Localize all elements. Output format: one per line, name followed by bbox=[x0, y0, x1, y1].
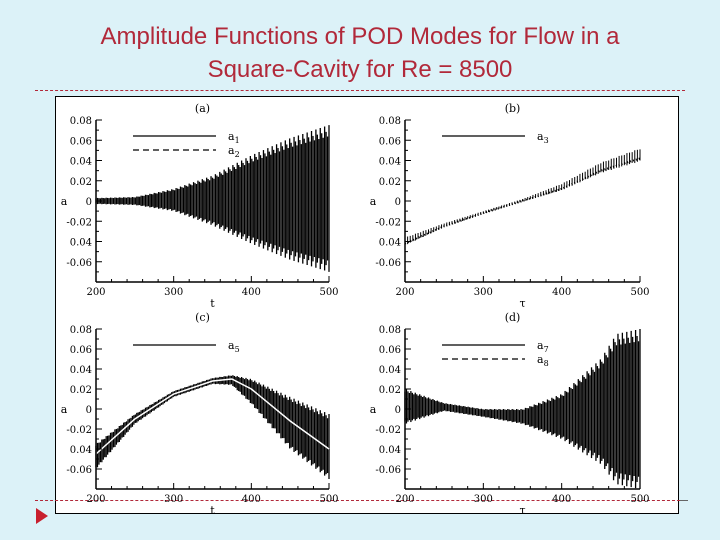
data-series bbox=[404, 149, 641, 245]
legend-label: a2 bbox=[228, 144, 240, 159]
chart-panel-d: (d) 0.08 0.06 0.04 0.02 0 -0.02 0.04 -0.06 200 300… bbox=[370, 311, 650, 517]
y-tick-label: 0.04 bbox=[379, 157, 401, 168]
y-tick-label: -0.02 bbox=[66, 425, 92, 436]
y-axis-label: a bbox=[61, 195, 68, 208]
y-tick-label: 0.02 bbox=[70, 177, 92, 188]
y-tick-label: 0.08 bbox=[70, 116, 92, 127]
y-tick-label: 0.02 bbox=[379, 385, 401, 396]
panel-label: (a) bbox=[195, 102, 210, 115]
y-tick-label: 0.08 bbox=[379, 325, 401, 336]
y-tick-label: -0.06 bbox=[66, 258, 92, 269]
x-axis-label: t bbox=[210, 297, 215, 310]
x-tick-label: 400 bbox=[552, 287, 571, 298]
y-tick-label: 0.04 bbox=[379, 445, 401, 456]
y-tick-label: 0.04 bbox=[70, 365, 92, 376]
legend-label: a5 bbox=[228, 339, 240, 354]
chart-panel-b: (b) 0.08 0.06 0.04 0.02 0 -0.02 0.04 -0.06 200 300… bbox=[370, 102, 650, 310]
slide-title-line2: Square-Cavity for Re = 8500 bbox=[207, 56, 513, 83]
slide-title-line1: Amplitude Functions of POD Modes for Flo… bbox=[100, 23, 620, 50]
x-axis-label: t bbox=[210, 504, 215, 517]
panel-label: (b) bbox=[505, 102, 521, 115]
y-tick-label: -0.02 bbox=[375, 217, 401, 228]
x-tick-label: 400 bbox=[242, 287, 261, 298]
x-tick-label: 400 bbox=[552, 494, 571, 505]
y-tick-label: 0.02 bbox=[70, 385, 92, 396]
y-tick-label: -0.06 bbox=[66, 465, 92, 476]
x-tick-label: 300 bbox=[474, 287, 493, 298]
y-tick-label: -0.06 bbox=[375, 258, 401, 269]
data-series bbox=[95, 125, 330, 272]
x-tick-label: 200 bbox=[395, 287, 414, 298]
x-tick-label: 300 bbox=[474, 494, 493, 505]
x-axis-label: τ bbox=[519, 297, 525, 310]
legend-label: a7 bbox=[537, 339, 549, 354]
x-tick-label: 400 bbox=[242, 494, 261, 505]
y-tick-label: -0.02 bbox=[66, 217, 92, 228]
y-tick-label: -0.06 bbox=[375, 465, 401, 476]
x-tick-label: 200 bbox=[86, 494, 105, 505]
y-tick-label: 0.04 bbox=[70, 445, 92, 456]
y-tick-label: 0.06 bbox=[70, 136, 92, 147]
play-arrow-icon[interactable] bbox=[36, 508, 48, 524]
x-tick-label: 200 bbox=[395, 494, 414, 505]
x-tick-label: 200 bbox=[86, 287, 105, 298]
x-tick-label: 500 bbox=[630, 494, 649, 505]
data-series bbox=[404, 329, 641, 489]
x-tick-label: 500 bbox=[319, 494, 338, 505]
y-tick-label: 0 bbox=[395, 405, 401, 416]
panel-label: (d) bbox=[505, 311, 521, 324]
slide-title: Amplitude Functions of POD Modes for Flo… bbox=[0, 20, 720, 86]
y-tick-label: 0.06 bbox=[70, 345, 92, 356]
chart-panel-a: (a) 0.08 0.06 0.04 0.02 0 -0.02 0.04 -0.06 200 300… bbox=[61, 102, 339, 310]
y-tick-label: 0.06 bbox=[379, 136, 401, 147]
x-tick-label: 500 bbox=[630, 287, 649, 298]
x-tick-label: 300 bbox=[164, 287, 183, 298]
bottom-divider bbox=[35, 500, 685, 501]
y-tick-label: 0.04 bbox=[70, 238, 92, 249]
x-tick-label: 300 bbox=[164, 494, 183, 505]
y-tick-label: 0 bbox=[86, 197, 92, 208]
x-axis-label: τ bbox=[519, 504, 525, 517]
y-tick-label: 0 bbox=[395, 197, 401, 208]
y-tick-label: 0.06 bbox=[379, 345, 401, 356]
legend-label: a8 bbox=[537, 353, 549, 368]
y-tick-label: 0.08 bbox=[70, 325, 92, 336]
x-tick-label: 500 bbox=[319, 287, 338, 298]
y-axis-label: a bbox=[61, 403, 68, 416]
y-tick-label: 0 bbox=[86, 405, 92, 416]
panel-label: (c) bbox=[195, 311, 210, 324]
y-tick-label: 0.08 bbox=[379, 116, 401, 127]
y-tick-label: 0.04 bbox=[379, 238, 401, 249]
legend-label: a3 bbox=[537, 130, 549, 145]
y-tick-label: 0.04 bbox=[70, 157, 92, 168]
legend-label: a1 bbox=[228, 130, 240, 145]
y-tick-label: 0.02 bbox=[379, 177, 401, 188]
top-divider bbox=[35, 90, 685, 91]
chart-panel-c: (c) 0.08 0.06 0.04 0.02 0 -0.02 0.04 -0.06 200 300… bbox=[61, 311, 339, 517]
y-tick-label: 0.04 bbox=[379, 365, 401, 376]
y-axis-label: a bbox=[370, 403, 377, 416]
y-axis-label: a bbox=[370, 195, 377, 208]
decorative-tick bbox=[680, 500, 688, 501]
y-tick-label: -0.02 bbox=[375, 425, 401, 436]
data-series bbox=[95, 375, 330, 479]
